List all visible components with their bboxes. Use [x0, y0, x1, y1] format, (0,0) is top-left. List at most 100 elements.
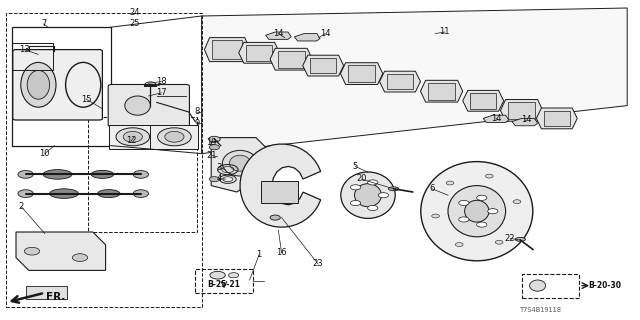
Bar	[26, 286, 67, 299]
Bar	[387, 74, 413, 89]
Circle shape	[18, 171, 33, 178]
Polygon shape	[420, 80, 463, 102]
Bar	[522, 274, 579, 298]
Ellipse shape	[124, 132, 143, 142]
Text: 3: 3	[216, 163, 221, 172]
Circle shape	[228, 273, 239, 278]
Ellipse shape	[116, 128, 150, 146]
Polygon shape	[536, 108, 577, 129]
Circle shape	[378, 193, 388, 198]
Polygon shape	[16, 232, 106, 270]
Ellipse shape	[157, 128, 191, 146]
Text: 18: 18	[156, 77, 166, 86]
Bar	[109, 125, 157, 149]
Ellipse shape	[515, 237, 525, 241]
Circle shape	[446, 181, 454, 185]
Polygon shape	[240, 144, 321, 227]
Polygon shape	[204, 38, 250, 61]
Text: FR.: FR.	[46, 292, 65, 302]
Text: 25: 25	[129, 20, 140, 28]
Circle shape	[351, 185, 361, 190]
Circle shape	[488, 209, 498, 214]
Bar	[261, 181, 298, 203]
Ellipse shape	[43, 170, 72, 179]
Ellipse shape	[97, 189, 120, 197]
Polygon shape	[463, 90, 504, 111]
Text: B-20-30: B-20-30	[588, 281, 621, 290]
Text: 12: 12	[126, 136, 136, 145]
Polygon shape	[380, 71, 420, 92]
Ellipse shape	[21, 62, 56, 107]
Polygon shape	[303, 55, 344, 76]
Circle shape	[486, 174, 493, 178]
Circle shape	[133, 171, 148, 178]
Bar	[12, 27, 111, 146]
Polygon shape	[500, 100, 543, 121]
Ellipse shape	[465, 200, 489, 222]
Text: 11: 11	[440, 28, 450, 36]
Bar	[12, 43, 53, 70]
Text: 4: 4	[216, 174, 221, 183]
Text: 10: 10	[40, 149, 50, 158]
Circle shape	[210, 271, 225, 279]
Polygon shape	[340, 63, 383, 84]
Ellipse shape	[92, 170, 114, 179]
Circle shape	[495, 240, 503, 244]
Polygon shape	[512, 118, 538, 126]
Text: 22: 22	[505, 234, 515, 243]
Text: 7: 7	[41, 20, 46, 28]
Text: 20: 20	[356, 174, 367, 183]
Ellipse shape	[355, 184, 381, 207]
Text: 21: 21	[206, 151, 216, 160]
Circle shape	[133, 190, 148, 197]
Circle shape	[367, 180, 378, 185]
Text: 15: 15	[81, 95, 92, 104]
Bar	[195, 269, 253, 293]
Text: 14: 14	[320, 29, 330, 38]
Circle shape	[477, 222, 487, 227]
Circle shape	[18, 190, 33, 197]
Circle shape	[459, 217, 469, 222]
Polygon shape	[266, 32, 291, 39]
Text: T7S4B19118: T7S4B19118	[520, 308, 562, 313]
FancyBboxPatch shape	[108, 84, 189, 127]
Bar	[508, 102, 535, 119]
Text: 1: 1	[257, 250, 262, 259]
Text: 17: 17	[156, 88, 166, 97]
Circle shape	[456, 243, 463, 246]
Circle shape	[209, 177, 220, 182]
Text: 14: 14	[273, 29, 284, 38]
Bar	[246, 45, 272, 60]
Ellipse shape	[50, 189, 78, 198]
Ellipse shape	[448, 186, 506, 237]
Polygon shape	[202, 8, 627, 154]
Circle shape	[367, 205, 378, 211]
Ellipse shape	[530, 280, 545, 291]
Text: 8: 8	[195, 108, 200, 116]
Circle shape	[459, 200, 469, 205]
Polygon shape	[270, 48, 312, 70]
Text: 16: 16	[276, 248, 287, 257]
Text: 9: 9	[195, 119, 200, 128]
Bar	[88, 117, 197, 232]
Polygon shape	[483, 115, 509, 123]
Circle shape	[145, 82, 156, 88]
Text: 14: 14	[491, 114, 501, 123]
Polygon shape	[211, 138, 269, 192]
Bar	[212, 40, 242, 59]
Circle shape	[209, 145, 220, 150]
Bar	[278, 51, 305, 68]
Polygon shape	[239, 43, 280, 63]
Ellipse shape	[28, 70, 50, 99]
Ellipse shape	[165, 132, 184, 142]
Ellipse shape	[125, 96, 150, 115]
Circle shape	[72, 254, 88, 261]
Text: 2: 2	[19, 202, 24, 211]
Bar	[6, 13, 202, 307]
Text: 14: 14	[521, 116, 531, 124]
Text: 24: 24	[129, 8, 140, 17]
Circle shape	[432, 214, 440, 218]
Circle shape	[477, 195, 487, 200]
Ellipse shape	[230, 155, 251, 171]
Bar	[428, 83, 455, 100]
